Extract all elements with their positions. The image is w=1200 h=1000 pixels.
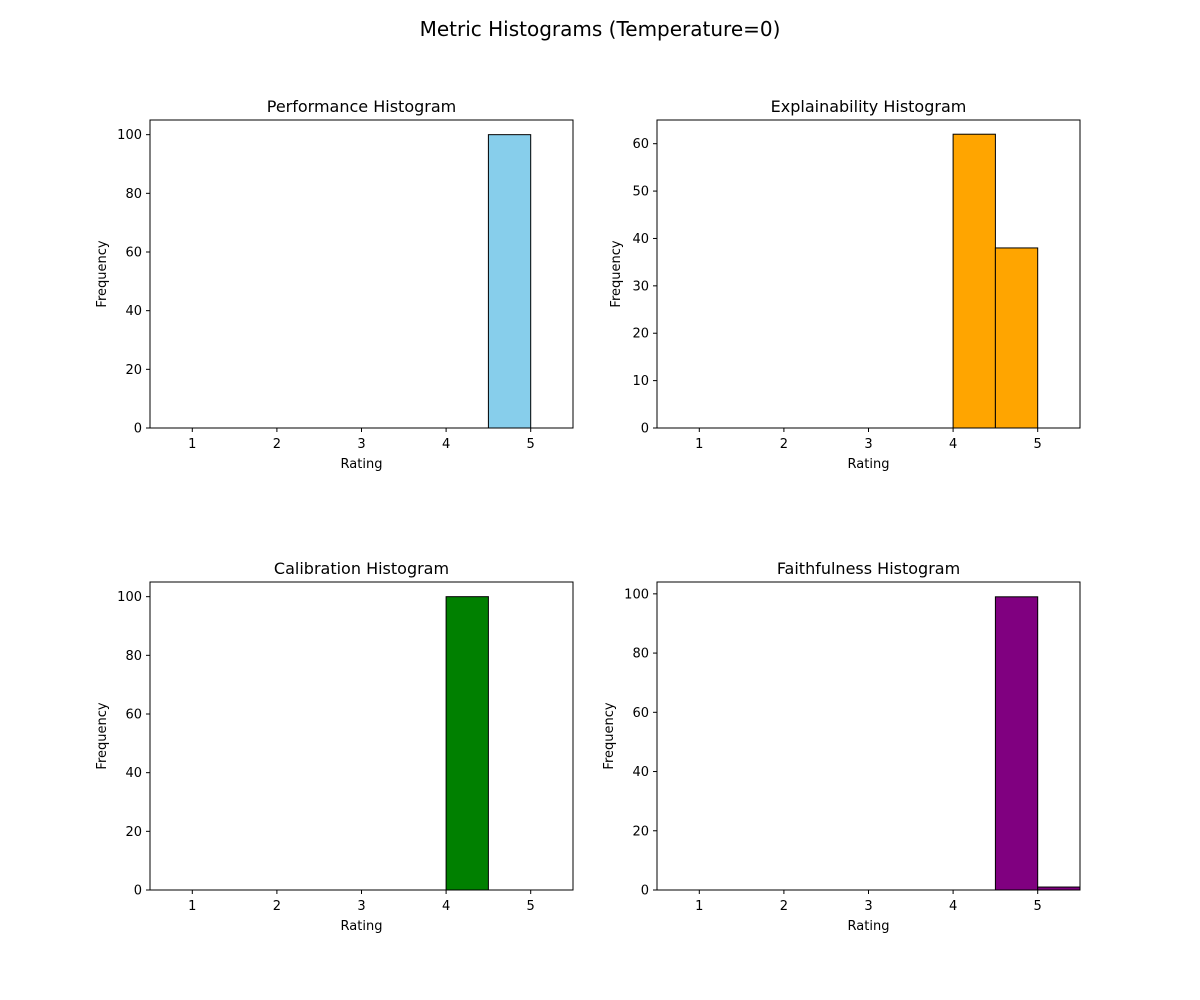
calibration-histogram-y-tick-label-3: 60	[125, 708, 142, 723]
performance-histogram-x-label: Rating	[341, 457, 383, 472]
explainability-histogram-x-tick-label-3: 4	[949, 437, 957, 452]
calibration-histogram-y-tick-label-0: 0	[134, 884, 142, 899]
explainability-histogram-x-tick-label-0: 1	[695, 437, 703, 452]
performance-histogram-y-tick-label-4: 80	[125, 187, 142, 202]
calibration-histogram-y-tick-label-2: 40	[125, 766, 142, 781]
explainability-histogram-x-label: Rating	[848, 457, 890, 472]
faithfulness-histogram-y-tick-label-3: 60	[632, 706, 649, 721]
calibration-histogram-x-tick-label-0: 1	[188, 899, 196, 914]
faithfulness-histogram-y-tick-label-5: 100	[624, 587, 649, 602]
faithfulness-histogram-y-tick-label-1: 20	[632, 824, 649, 839]
faithfulness-histogram-bar-0	[994, 596, 1039, 891]
calibration-histogram-y-tick-label-5: 100	[117, 590, 142, 605]
performance-histogram-y-tick-label-2: 40	[125, 304, 142, 319]
explainability-histogram-x-tick-label-4: 5	[1034, 437, 1042, 452]
explainability-histogram-title: Explainability Histogram	[771, 97, 967, 116]
faithfulness-histogram-y-tick-label-0: 0	[641, 884, 649, 899]
performance-histogram-y-tick-label-0: 0	[134, 422, 142, 437]
faithfulness-histogram-y-label: Frequency	[602, 702, 617, 769]
performance-histogram-y-tick-label-1: 20	[125, 363, 142, 378]
calibration-histogram-y-tick-label-4: 80	[125, 649, 142, 664]
faithfulness-histogram-title: Faithfulness Histogram	[777, 559, 960, 578]
explainability-histogram-y-tick-label-5: 50	[632, 185, 649, 200]
performance-histogram-x-tick-label-4: 5	[527, 437, 535, 452]
faithfulness-histogram-x-label: Rating	[848, 919, 890, 934]
faithfulness-histogram-x-tick-label-4: 5	[1034, 899, 1042, 914]
performance-histogram-chart: 1 2 3 4 5 0 20 40 60 80 100 Performance Histogram Ra…	[95, 97, 574, 472]
explainability-histogram-x-tick-label-1: 2	[780, 437, 788, 452]
faithfulness-histogram-x-tick-label-3: 4	[949, 899, 957, 914]
explainability-histogram-y-tick-label-0: 0	[641, 422, 649, 437]
performance-histogram-y-tick-label-5: 100	[117, 128, 142, 143]
performance-histogram-y-label: Frequency	[95, 240, 110, 307]
figure-suptitle: Metric Histograms (Temperature=0)	[420, 17, 781, 41]
faithfulness-histogram-x-tick-label-0: 1	[695, 899, 703, 914]
explainability-histogram-bar-0	[952, 133, 996, 429]
performance-histogram-x-tick-label-1: 2	[273, 437, 281, 452]
faithfulness-histogram-y-tick-label-4: 80	[632, 647, 649, 662]
calibration-histogram-x-tick-label-4: 5	[527, 899, 535, 914]
calibration-histogram-x-tick-label-1: 2	[273, 899, 281, 914]
calibration-histogram-x-tick-label-2: 3	[357, 899, 365, 914]
calibration-histogram-chart: 1 2 3 4 5 0 20 40 60 80 100 Calibration Histogram Ra…	[95, 559, 574, 934]
explainability-histogram-y-label: Frequency	[609, 240, 624, 307]
explainability-histogram-y-tick-label-3: 30	[632, 279, 649, 294]
explainability-histogram-y-tick-label-2: 20	[632, 327, 649, 342]
performance-histogram-y-tick-label-3: 60	[125, 246, 142, 261]
performance-histogram-x-tick-label-0: 1	[188, 437, 196, 452]
calibration-histogram-x-tick-label-3: 4	[442, 899, 450, 914]
explainability-histogram-y-tick-label-1: 10	[632, 374, 649, 389]
calibration-histogram-y-label: Frequency	[95, 702, 110, 769]
performance-histogram-x-tick-label-2: 3	[357, 437, 365, 452]
calibration-histogram-y-tick-label-1: 20	[125, 825, 142, 840]
calibration-histogram-bar-0	[445, 596, 489, 891]
performance-histogram-title: Performance Histogram	[267, 97, 456, 116]
explainability-histogram-y-tick-label-6: 60	[632, 137, 649, 152]
explainability-histogram-x-tick-label-2: 3	[864, 437, 872, 452]
faithfulness-histogram-x-tick-label-2: 3	[864, 899, 872, 914]
performance-histogram-bar-0	[487, 134, 532, 429]
calibration-histogram-x-label: Rating	[341, 919, 383, 934]
faithfulness-histogram-chart: 1 2 3 4 5 0 20 40 60 80 100 Faithfulness Histogram R…	[602, 559, 1081, 934]
calibration-histogram-title: Calibration Histogram	[274, 559, 449, 578]
faithfulness-histogram-y-tick-label-2: 40	[632, 765, 649, 780]
performance-histogram-x-tick-label-3: 4	[442, 437, 450, 452]
faithfulness-histogram-x-tick-label-1: 2	[780, 899, 788, 914]
explainability-histogram-bar-1	[994, 247, 1039, 429]
explainability-histogram-y-tick-label-4: 40	[632, 232, 649, 247]
